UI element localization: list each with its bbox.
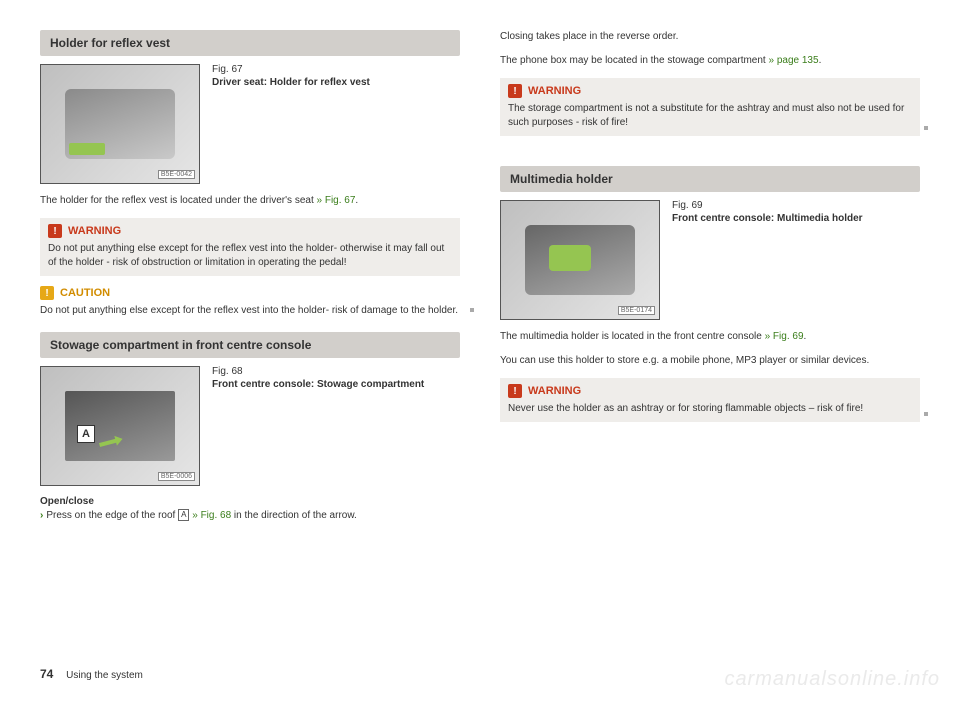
section-header-multimedia: Multimedia holder — [500, 166, 920, 192]
figure-69-row: B5E-0174 Fig. 69 Front centre console: M… — [500, 200, 920, 320]
figure-68-row: A B5E-0006 Fig. 68 Front centre console:… — [40, 366, 460, 486]
inline-callout-a: A — [178, 509, 189, 521]
open-close-heading: Open/close — [40, 496, 460, 507]
open-close-instruction: ›Press on the edge of the roof A » Fig. … — [40, 509, 460, 523]
reflex-vest-body: The holder for the reflex vest is locate… — [40, 194, 460, 208]
figure-69-title: Front centre console: Multimedia holder — [672, 213, 863, 224]
multimedia-body-2: You can use this holder to store e.g. a … — [500, 354, 920, 368]
warning-text-stowage: The storage compartment is not a substit… — [508, 102, 912, 130]
figure-67-row: B5E-0042 Fig. 67 Driver seat: Holder for… — [40, 64, 460, 184]
warning-header-stowage: ! WARNING — [508, 84, 912, 98]
mm-post: . — [804, 331, 807, 342]
phone-box-text: The phone box may be located in the stow… — [500, 54, 920, 68]
page-135-ref: » page 135 — [769, 55, 819, 66]
instr-post: in the direction of the arrow. — [231, 510, 357, 521]
multimedia-body-1: The multimedia holder is located in the … — [500, 330, 920, 344]
figure-68-code: B5E-0006 — [158, 472, 195, 481]
figure-67-code: B5E-0042 — [158, 170, 195, 179]
instr-pre: Press on the edge of the roof — [46, 510, 178, 521]
figure-67-number: Fig. 67 — [212, 64, 370, 75]
figure-68-image: A B5E-0006 — [40, 366, 200, 486]
phone-box-post: . — [819, 55, 822, 66]
section-end-marker — [924, 126, 928, 130]
figure-67-caption: Fig. 67 Driver seat: Holder for reflex v… — [212, 64, 370, 184]
section-header-stowage: Stowage compartment in front centre cons… — [40, 332, 460, 358]
section-end-marker — [470, 308, 474, 312]
watermark-text: carmanualsonline.info — [724, 668, 940, 691]
figure-67-image: B5E-0042 — [40, 64, 200, 184]
body-text-post: . — [355, 195, 358, 206]
caution-text: Do not put anything else except for the … — [40, 304, 460, 318]
figure-69-number: Fig. 69 — [672, 200, 863, 211]
caution-block-reflex: ! CAUTION Do not put anything else excep… — [40, 286, 460, 318]
warning-title: WARNING — [68, 225, 121, 237]
instruction-chevron-icon: › — [40, 510, 43, 521]
warning-icon: ! — [508, 384, 522, 398]
warning-title-multimedia: WARNING — [528, 385, 581, 397]
figure-69-code: B5E-0174 — [618, 306, 655, 315]
footer-section-name: Using the system — [66, 670, 143, 681]
caution-title: CAUTION — [60, 287, 110, 299]
section-header-reflex-vest: Holder for reflex vest — [40, 30, 460, 56]
warning-text-multimedia: Never use the holder as an ashtray or fo… — [508, 402, 912, 416]
warning-text: Do not put anything else except for the … — [48, 242, 452, 270]
fig-69-ref: » Fig. 69 — [765, 331, 804, 342]
warning-icon: ! — [508, 84, 522, 98]
warning-header: ! WARNING — [48, 224, 452, 238]
caution-icon: ! — [40, 286, 54, 300]
section-end-marker — [924, 412, 928, 416]
right-column: Closing takes place in the reverse order… — [500, 30, 920, 630]
warning-box-multimedia: ! WARNING Never use the holder as an ash… — [500, 378, 920, 422]
warning-box-stowage: ! WARNING The storage compartment is not… — [500, 78, 920, 136]
reflex-vest-highlight — [69, 143, 105, 155]
warning-icon: ! — [48, 224, 62, 238]
manual-page: Holder for reflex vest B5E-0042 Fig. 67 … — [0, 0, 960, 701]
figure-67-title: Driver seat: Holder for reflex vest — [212, 77, 370, 88]
figure-68-caption: Fig. 68 Front centre console: Stowage co… — [212, 366, 424, 486]
figure-68-number: Fig. 68 — [212, 366, 424, 377]
two-column-layout: Holder for reflex vest B5E-0042 Fig. 67 … — [40, 30, 920, 630]
left-column: Holder for reflex vest B5E-0042 Fig. 67 … — [40, 30, 460, 630]
warning-box-reflex: ! WARNING Do not put anything else excep… — [40, 218, 460, 276]
figure-69-image: B5E-0174 — [500, 200, 660, 320]
fig-67-ref: » Fig. 67 — [317, 195, 356, 206]
closing-text: Closing takes place in the reverse order… — [500, 30, 920, 44]
caution-header: ! CAUTION — [40, 286, 460, 300]
figure-68-title: Front centre console: Stowage compartmen… — [212, 379, 424, 390]
fig-68-ref: » Fig. 68 — [189, 510, 231, 521]
caution-text-content: Do not put anything else except for the … — [40, 305, 458, 316]
callout-a-box: A — [77, 425, 95, 443]
phone-box-pre: The phone box may be located in the stow… — [500, 55, 769, 66]
mm-pre: The multimedia holder is located in the … — [500, 331, 765, 342]
page-footer: 74 Using the system — [40, 667, 143, 681]
page-number: 74 — [40, 667, 53, 681]
body-text-pre: The holder for the reflex vest is locate… — [40, 195, 317, 206]
figure-69-caption: Fig. 69 Front centre console: Multimedia… — [672, 200, 863, 320]
multimedia-highlight — [549, 245, 591, 271]
warning-header-multimedia: ! WARNING — [508, 384, 912, 398]
warning-title-stowage: WARNING — [528, 85, 581, 97]
